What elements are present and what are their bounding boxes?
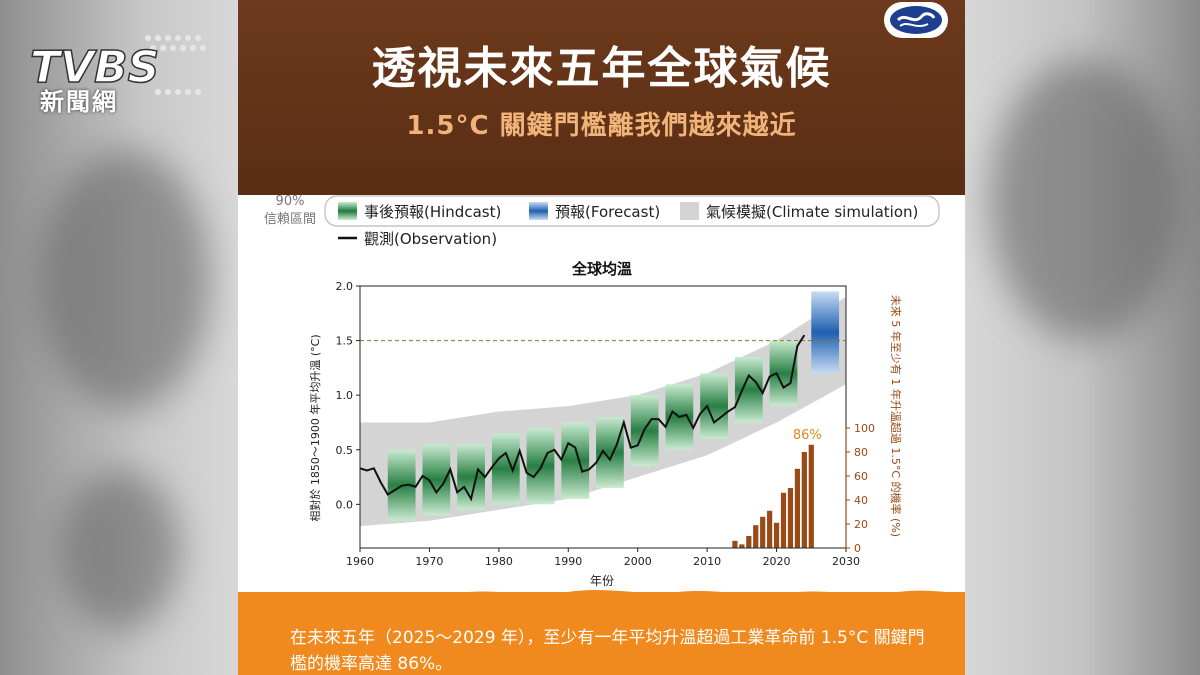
infographic-subtitle: 1.5°C 關鍵門檻離我們越來越近 bbox=[406, 111, 797, 141]
legend-hindcast-swatch bbox=[338, 202, 357, 220]
y-tick-label: 1.5 bbox=[336, 335, 354, 348]
x-axis-label: 年份 bbox=[590, 574, 614, 588]
hindcast-band bbox=[596, 417, 624, 488]
y2-tick-label: 100 bbox=[854, 422, 875, 435]
infographic-panel: 透視未來五年全球氣候 1.5°C 關鍵門檻離我們越來越近 90% 信賴區間 事後… bbox=[238, 0, 965, 675]
agency-emblem-icon bbox=[890, 6, 942, 34]
hindcast-band bbox=[700, 373, 728, 439]
probability-bar bbox=[808, 444, 814, 548]
legend-observation-label: 觀測(Observation) bbox=[364, 230, 497, 248]
agency-logo bbox=[884, 2, 948, 38]
legend-forecast-label: 預報(Forecast) bbox=[555, 203, 660, 221]
probability-bar bbox=[780, 492, 787, 548]
hindcast-band bbox=[561, 422, 590, 499]
legend-simulation-label: 氣候模擬(Climate simulation) bbox=[706, 203, 918, 221]
probability-bar bbox=[787, 488, 794, 548]
legend-forecast-swatch bbox=[529, 202, 548, 220]
header-banner bbox=[238, 0, 965, 195]
x-tick-label: 1960 bbox=[346, 555, 374, 568]
x-tick-label: 2020 bbox=[763, 555, 791, 568]
observation-line bbox=[359, 334, 806, 502]
tvbs-logo-text: TVBS bbox=[30, 42, 159, 93]
probability-bar bbox=[794, 468, 801, 548]
probability-bar bbox=[746, 536, 752, 548]
legend-confidence-label: 90% bbox=[276, 194, 305, 209]
y-tick-label: 0.0 bbox=[336, 498, 354, 511]
legend-confidence-label: 信賴區間 bbox=[264, 212, 316, 227]
hindcast-band bbox=[734, 356, 763, 423]
background-shape bbox=[60, 470, 180, 630]
plot-area: 1960 1970 1980 1990 2000 2010 2020 2030 0.0 0.5 1.… bbox=[336, 280, 876, 568]
legend-hindcast-label: 事後預報(Hindcast) bbox=[364, 203, 501, 221]
footer-torn-edge bbox=[238, 590, 965, 608]
x-tick-label: 1970 bbox=[415, 555, 443, 568]
tvbs-logo: TVBS bbox=[29, 35, 206, 95]
probability-annotation: 86% bbox=[793, 428, 822, 443]
y2-tick-label: 20 bbox=[854, 518, 868, 531]
footer-summary: 在未來五年（2025〜2029 年），至少有一年平均升溫超過工業革命前 1.5°… bbox=[290, 628, 925, 674]
background-shape bbox=[40, 150, 210, 410]
y2-tick-label: 80 bbox=[854, 446, 868, 459]
y2-axis-label: 未來 5 年至少有 1 年升溫超過 1.5°C 的機率 (%) bbox=[889, 295, 903, 537]
forecast-band bbox=[811, 291, 840, 374]
x-tick-label: 1980 bbox=[485, 555, 513, 568]
infographic-title: 透視未來五年全球氣候 bbox=[371, 43, 832, 94]
chart-title: 全球均溫 bbox=[571, 260, 632, 278]
y-tick-label: 1.0 bbox=[336, 389, 354, 402]
y2-tick-label: 0 bbox=[854, 542, 861, 555]
x-tick-label: 2010 bbox=[693, 555, 721, 568]
x-tick-label: 2030 bbox=[832, 555, 860, 568]
plot-frame bbox=[359, 285, 847, 549]
background-shape bbox=[990, 60, 1180, 340]
legend-simulation-swatch bbox=[680, 202, 699, 220]
y2-tick-label: 40 bbox=[854, 494, 868, 507]
probability-bar bbox=[767, 510, 773, 548]
probability-bar bbox=[773, 522, 780, 548]
header-torn-edge bbox=[238, 170, 965, 189]
x-tick-label: 1990 bbox=[554, 555, 582, 568]
x-tick-label: 2000 bbox=[624, 555, 652, 568]
probability-bar bbox=[739, 544, 745, 548]
legend-box bbox=[324, 195, 940, 227]
probability-bar bbox=[760, 516, 766, 548]
probability-bar bbox=[753, 525, 759, 548]
probability-bar bbox=[801, 452, 807, 548]
channel-sub-label: 新聞網 bbox=[40, 88, 118, 116]
y-tick-label: 0.5 bbox=[336, 444, 354, 457]
probability-bar bbox=[732, 540, 738, 548]
y-axis-label: 相對於 1850〜1900 年平均升溫 (°C) bbox=[308, 334, 322, 521]
temperature-chart: 90% 信賴區間 事後預報(Hindcast) 預報(Forecast) 氣候模… bbox=[264, 194, 940, 588]
y-tick-label: 2.0 bbox=[336, 280, 354, 293]
y2-tick-label: 60 bbox=[854, 470, 868, 483]
hindcast-band bbox=[491, 433, 520, 505]
